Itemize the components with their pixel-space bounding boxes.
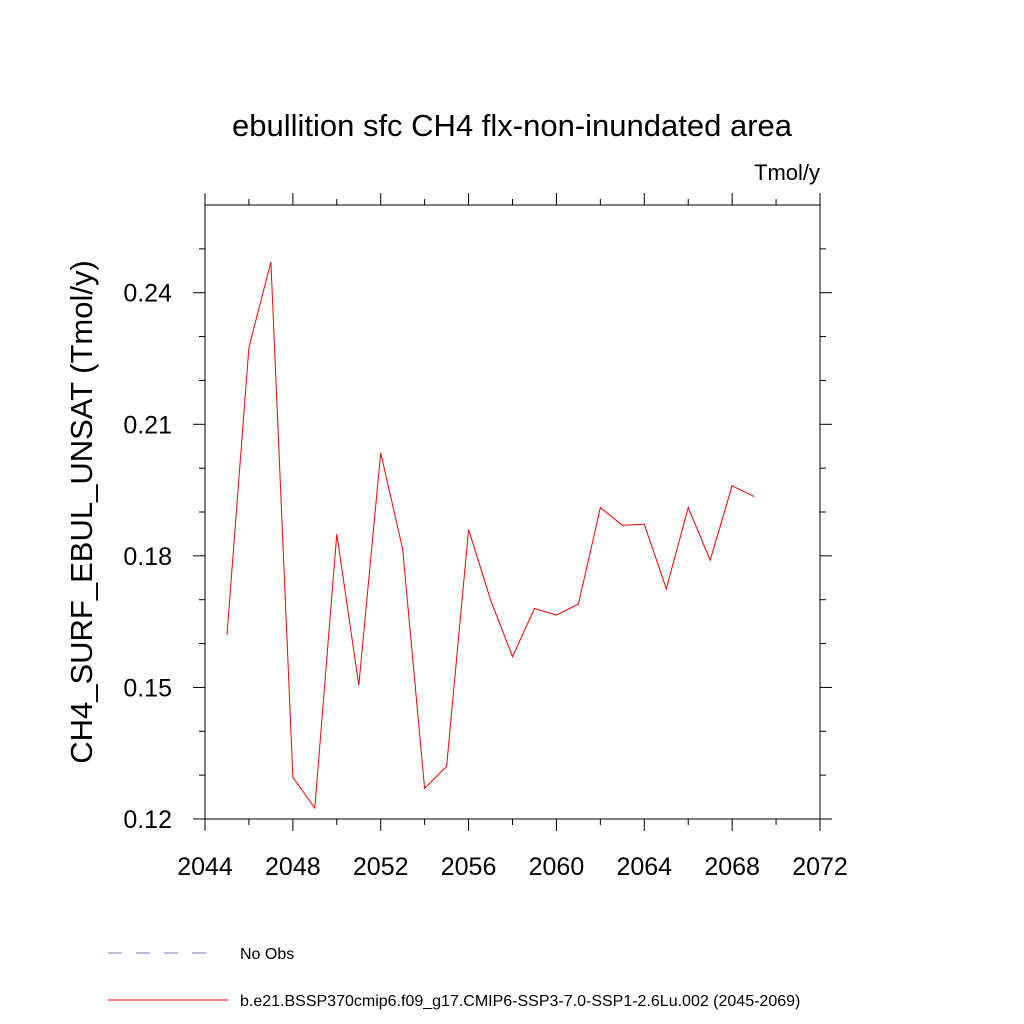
x-tick-label: 2044: [177, 853, 233, 881]
x-tick-label: 2052: [353, 853, 409, 881]
x-tick-label: 2056: [441, 853, 497, 881]
tick-labels: 2044 2048 2052 2056 2060 2064 2068 2072 0.12 0.15…: [123, 280, 847, 881]
y-tick-label: 0.12: [123, 806, 172, 834]
plot-frame: [204, 204, 821, 820]
legend: No Obs b.e21.BSSP370cmip6.f09_g17.CMIP6-…: [108, 946, 800, 1010]
chart-title: ebullition sfc CH4 flx-non-inundated are…: [232, 108, 793, 143]
y-tick-label: 0.21: [123, 411, 172, 439]
x-tick-label: 2068: [704, 853, 760, 881]
legend-label-model-run: b.e21.BSSP370cmip6.f09_g17.CMIP6-SSP3-7.…: [240, 993, 800, 1010]
y-tick-label: 0.18: [123, 543, 172, 571]
legend-label-no-obs: No Obs: [240, 946, 294, 963]
x-tick-label: 2064: [616, 853, 672, 881]
x-tick-label: 2072: [792, 853, 848, 881]
y-tick-label: 0.15: [123, 674, 172, 702]
x-tick-label: 2048: [265, 853, 321, 881]
y-axis-label: CH4_SURF_EBUL_UNSAT (Tmol/y): [64, 260, 99, 764]
x-tick-label: 2060: [529, 853, 585, 881]
series-group: [226, 261, 755, 810]
axis-ticks: [193, 193, 832, 831]
y-tick-label: 0.24: [123, 280, 172, 308]
series-line: [226, 261, 755, 810]
units-label: Tmol/y: [754, 160, 820, 185]
